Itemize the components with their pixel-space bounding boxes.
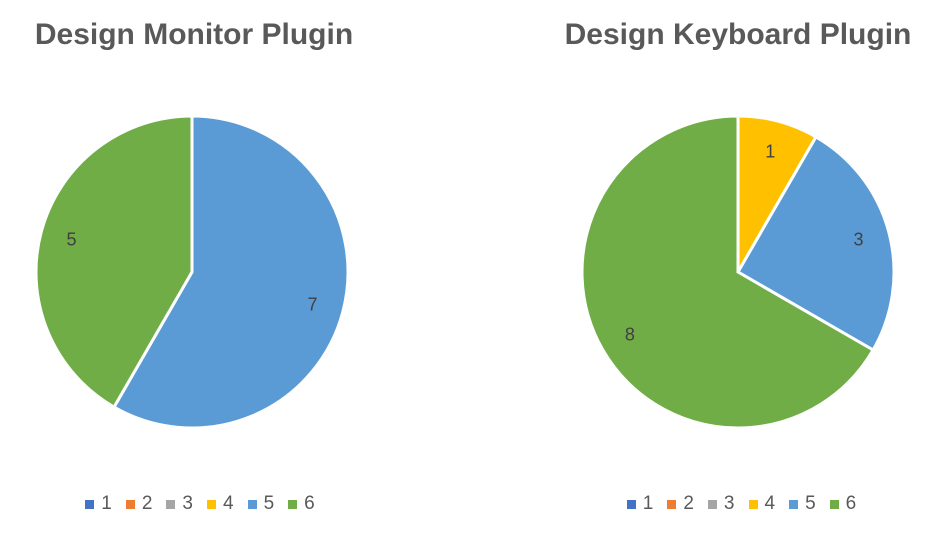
legend-swatch	[667, 499, 677, 509]
legend-entry-1: 1	[626, 493, 654, 515]
pie-slice-6	[34, 114, 194, 410]
legend-swatch	[166, 499, 176, 509]
legend-swatch	[125, 499, 135, 509]
legend-label: 2	[141, 493, 153, 514]
legend-entry-4: 4	[748, 493, 776, 515]
data-label: 5	[66, 230, 76, 250]
pie-chart: 1 3 8	[580, 114, 896, 430]
legend-label: 1	[101, 493, 112, 514]
legend-label: 4	[223, 493, 234, 514]
data-label: 3	[854, 230, 864, 250]
pie-slice-6	[580, 114, 876, 430]
legend-swatch	[707, 499, 717, 509]
legend-swatch	[748, 499, 758, 509]
legend-entry-6: 6	[829, 493, 857, 515]
legend: 1 2 3 4 5 6	[0, 493, 400, 515]
legend-entry-2: 2	[667, 493, 694, 515]
legend-swatch	[829, 499, 839, 509]
pie-chart: 75	[34, 114, 350, 430]
legend-swatch	[247, 499, 257, 509]
legend-swatch	[288, 499, 298, 509]
legend-entry-3: 3	[707, 493, 735, 515]
legend-swatch	[85, 499, 95, 509]
pie-slice-5	[735, 134, 896, 353]
legend-swatch	[626, 499, 636, 509]
legend-label: 6	[304, 493, 315, 514]
legend: 1 2 3 4 5 6	[540, 493, 943, 515]
chart-title: Design Keyboard Plugin	[564, 18, 912, 51]
legend-entry-5: 5	[247, 493, 275, 515]
legend-label: 5	[263, 493, 275, 514]
legend-entry-6: 6	[288, 493, 315, 515]
legend-entry-4: 4	[207, 493, 234, 515]
legend-label: 5	[805, 493, 816, 514]
chart-keyboard-plugin: Design Keyboard Plugin 1 3 8 1 2 3 4 5 6	[540, 0, 943, 535]
legend-label: 3	[723, 493, 735, 514]
legend-label: 4	[764, 493, 776, 514]
chart-title: Design Monitor Plugin	[34, 18, 354, 51]
legend-label: 1	[642, 493, 654, 514]
data-label: 8	[625, 324, 635, 344]
data-label: 1	[765, 141, 775, 161]
legend-swatch	[207, 499, 216, 509]
legend-swatch	[789, 499, 799, 509]
legend-entry-2: 2	[125, 493, 153, 515]
legend-label: 2	[683, 493, 694, 514]
legend-label: 3	[182, 493, 193, 514]
legend-label: 6	[845, 493, 857, 514]
legend-entry-3: 3	[166, 493, 193, 515]
legend-entry-1: 1	[85, 493, 112, 515]
data-label: 7	[308, 294, 318, 314]
pie-slice-5	[111, 114, 350, 430]
legend-entry-5: 5	[789, 493, 816, 515]
